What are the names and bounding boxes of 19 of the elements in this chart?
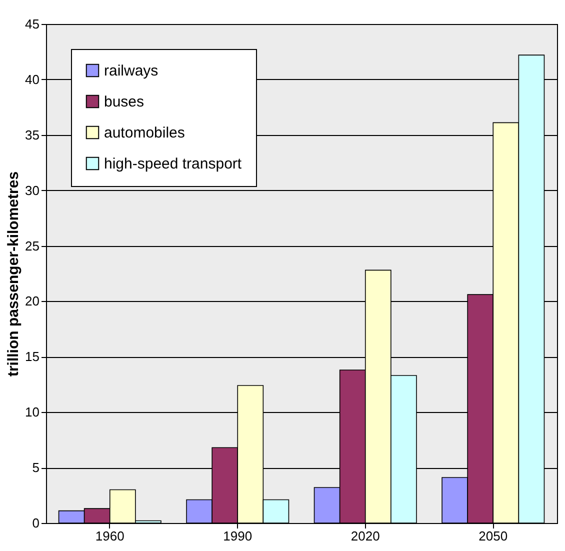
y-tick-label: 20 — [25, 294, 40, 309]
y-tick-label: 15 — [25, 349, 40, 364]
y-tick-label: 45 — [25, 16, 40, 32]
x-tick-label: 1990 — [223, 528, 252, 544]
legend-label: railways — [104, 62, 158, 80]
y-tick-label: 5 — [32, 460, 40, 476]
x-tick-label: 2050 — [478, 528, 508, 544]
legend-label: automobiles — [104, 124, 185, 142]
x-tick-label: 2020 — [350, 528, 380, 544]
y-tick-label: 10 — [25, 404, 40, 420]
y-tick-label: 0 — [32, 516, 40, 530]
y-tick-label: 35 — [25, 127, 40, 142]
y-tick-label: 40 — [25, 72, 40, 87]
y-tick-label: 30 — [25, 182, 40, 198]
x-tick-label: 1960 — [95, 528, 124, 544]
y-tick-label: 25 — [25, 238, 40, 254]
legend-label: buses — [104, 94, 144, 110]
legend-label: high-speed transport — [104, 156, 242, 172]
y-axis-title: trillion passenger-kilometres — [5, 171, 22, 377]
